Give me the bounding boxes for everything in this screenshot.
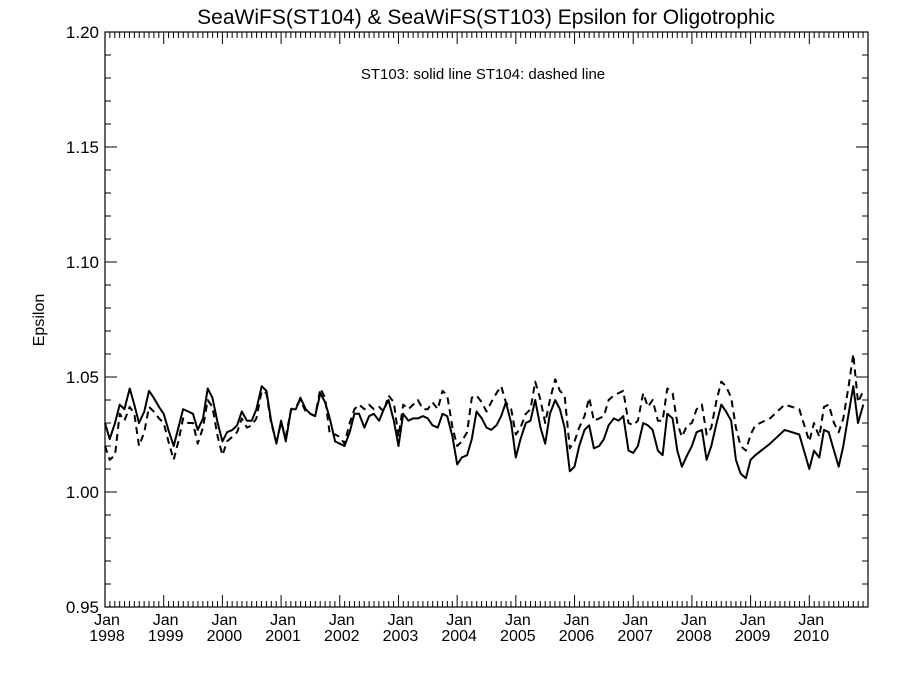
- x-tick-month-label: Jan: [94, 612, 120, 629]
- x-tick-year-label: 2004: [441, 628, 477, 645]
- legend-annotation: ST103: solid line ST104: dashed line: [361, 66, 605, 83]
- y-tick-label: 1.10: [66, 253, 99, 272]
- x-tick-year-label: 2010: [794, 628, 830, 645]
- x-tick-month-label: Jan: [270, 612, 296, 629]
- x-tick-month-label: Jan: [798, 612, 824, 629]
- y-tick-label: 0.95: [66, 598, 99, 617]
- x-tick-month-label: Jan: [153, 612, 179, 629]
- x-tick-year-label: 2003: [383, 628, 419, 645]
- x-tick-month-label: Jan: [505, 612, 531, 629]
- x-tick-year-label: 2007: [617, 628, 653, 645]
- series-layer: [104, 353, 865, 480]
- series-line-st104: [104, 353, 865, 461]
- y-tick-label: 1.05: [66, 368, 99, 387]
- x-tick-month-label: Jan: [681, 612, 707, 629]
- x-tick-year-label: 2008: [676, 628, 712, 645]
- x-tick-year-label: 1999: [148, 628, 184, 645]
- x-tick-year-label: 2001: [265, 628, 301, 645]
- x-tick-year-label: 2005: [500, 628, 536, 645]
- x-tick-year-label: 2006: [559, 628, 595, 645]
- x-tick-month-label: Jan: [740, 612, 766, 629]
- x-axis-ticks: Jan1998Jan1999Jan2000Jan2001Jan2002Jan20…: [89, 32, 869, 645]
- x-tick-year-label: 2000: [207, 628, 243, 645]
- plot-frame: [104, 31, 869, 608]
- y-tick-label: 1.00: [66, 483, 99, 502]
- y-axis-ticks: 0.95 1.00 1.05 1.10 1.15 1.20: [66, 23, 868, 617]
- x-tick-month-label: Jan: [446, 612, 472, 629]
- chart-title: SeaWiFS(ST104) & SeaWiFS(ST103) Epsilon …: [197, 6, 775, 29]
- x-tick-month-label: Jan: [564, 612, 590, 629]
- x-tick-month-label: Jan: [329, 612, 355, 629]
- x-tick-month-label: Jan: [622, 612, 648, 629]
- x-tick-month-label: Jan: [211, 612, 237, 629]
- x-tick-year-label: 2002: [324, 628, 360, 645]
- x-tick-year-label: 1998: [89, 628, 125, 645]
- y-tick-label: 1.15: [66, 138, 99, 157]
- series-line-st103: [104, 385, 865, 480]
- x-tick-year-label: 2009: [735, 628, 771, 645]
- y-tick-label: 1.20: [66, 23, 99, 42]
- y-axis-label: Epsilon: [31, 294, 48, 346]
- x-tick-month-label: Jan: [388, 612, 414, 629]
